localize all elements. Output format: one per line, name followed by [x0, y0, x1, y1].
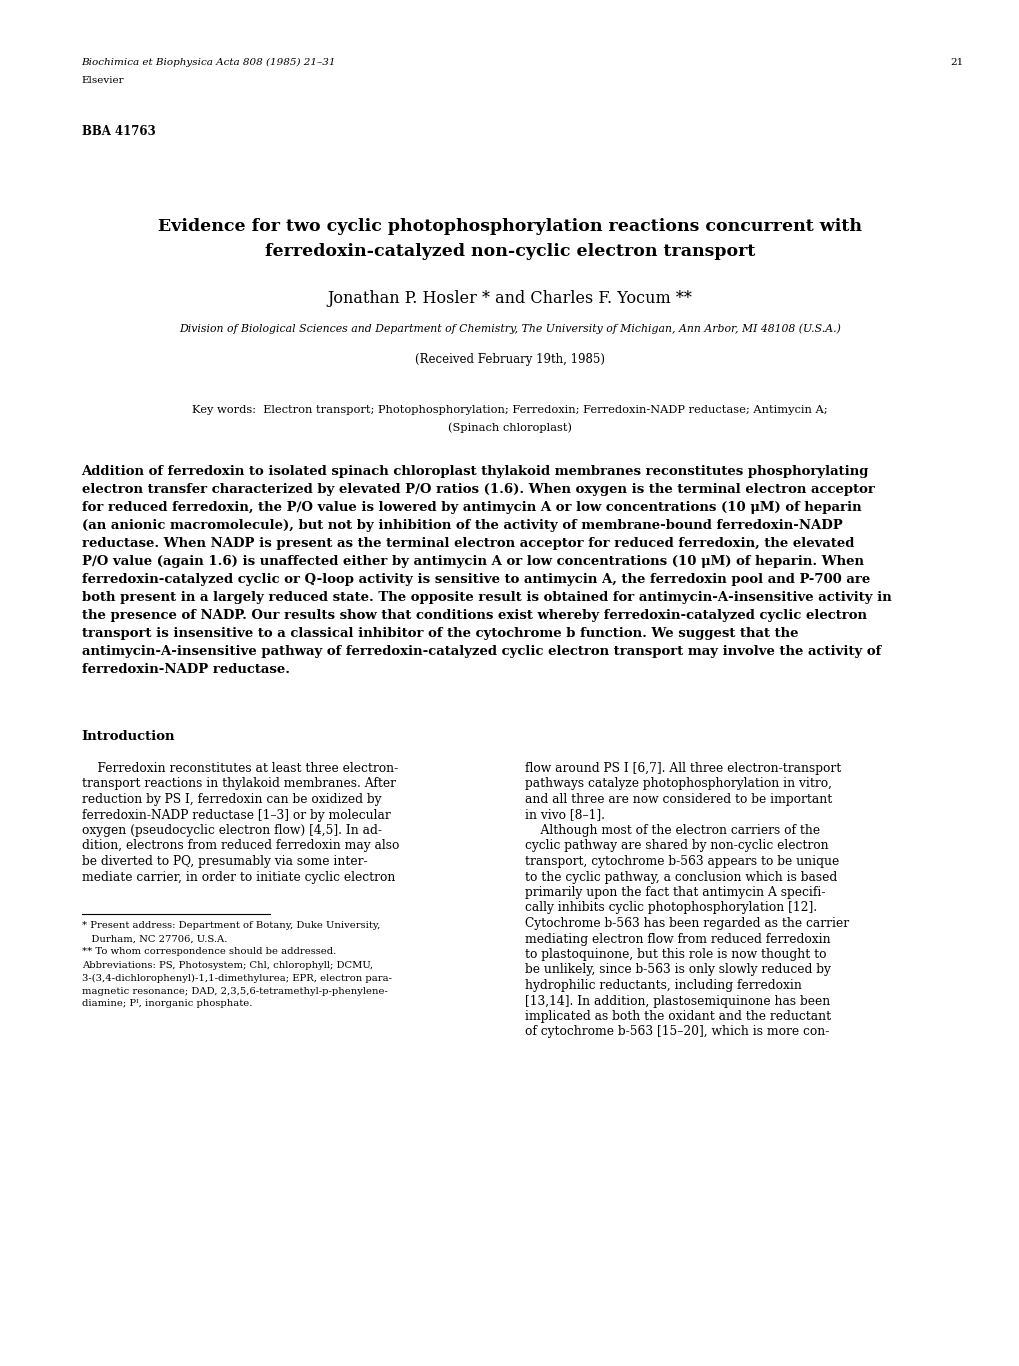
Text: the presence of NADP. Our results show that conditions exist whereby ferredoxin-: the presence of NADP. Our results show t… — [82, 609, 866, 622]
Text: ferredoxin-catalyzed non-cyclic electron transport: ferredoxin-catalyzed non-cyclic electron… — [265, 243, 754, 260]
Text: Jonathan P. Hosler * and Charles F. Yocum **: Jonathan P. Hosler * and Charles F. Yocu… — [327, 290, 692, 307]
Text: to plastoquinone, but this role is now thought to: to plastoquinone, but this role is now t… — [525, 948, 826, 962]
Text: electron transfer characterized by elevated P∕O ratios (1.6). When oxygen is the: electron transfer characterized by eleva… — [82, 484, 873, 496]
Text: 3-(3,4-dichlorophenyl)-1,1-dimethylurea; EPR, electron para-: 3-(3,4-dichlorophenyl)-1,1-dimethylurea;… — [82, 974, 391, 982]
Text: (Received February 19th, 1985): (Received February 19th, 1985) — [415, 352, 604, 366]
Text: diamine; Pᴵ, inorganic phosphate.: diamine; Pᴵ, inorganic phosphate. — [82, 1000, 252, 1008]
Text: be unlikely, since b-563 is only slowly reduced by: be unlikely, since b-563 is only slowly … — [525, 963, 830, 977]
Text: flow around PS I [6,7]. All three electron-transport: flow around PS I [6,7]. All three electr… — [525, 762, 841, 775]
Text: Evidence for two cyclic photophosphorylation reactions concurrent with: Evidence for two cyclic photophosphoryla… — [158, 219, 861, 235]
Text: Introduction: Introduction — [82, 729, 175, 743]
Text: in vivo [8–1].: in vivo [8–1]. — [525, 809, 604, 821]
Text: primarily upon the fact that antimycin A specifi-: primarily upon the fact that antimycin A… — [525, 887, 825, 899]
Text: transport reactions in thylakoid membranes. After: transport reactions in thylakoid membran… — [82, 777, 395, 791]
Text: BBA 41763: BBA 41763 — [82, 126, 155, 138]
Text: ** To whom correspondence should be addressed.: ** To whom correspondence should be addr… — [82, 948, 335, 956]
Text: magnetic resonance; DAD, 2,3,5,6-tetramethyl-p-phenylene-: magnetic resonance; DAD, 2,3,5,6-tetrame… — [82, 986, 387, 996]
Text: reductase. When NADP is present as the terminal electron acceptor for reduced fe: reductase. When NADP is present as the t… — [82, 537, 853, 550]
Text: transport is insensitive to a classical inhibitor of the cytochrome b function. : transport is insensitive to a classical … — [82, 627, 797, 641]
Text: [13,14]. In addition, plastosemiquinone has been: [13,14]. In addition, plastosemiquinone … — [525, 994, 829, 1008]
Text: and all three are now considered to be important: and all three are now considered to be i… — [525, 794, 832, 806]
Text: Abbreviations: PS, Photosystem; Chl, chlorophyll; DCMU,: Abbreviations: PS, Photosystem; Chl, chl… — [82, 960, 372, 970]
Text: (Spinach chloroplast): (Spinach chloroplast) — [447, 422, 572, 433]
Text: pathways catalyze photophosphorylation in vitro,: pathways catalyze photophosphorylation i… — [525, 777, 832, 791]
Text: Key words:  Electron transport; Photophosphorylation; Ferredoxin; Ferredoxin-NAD: Key words: Electron transport; Photophos… — [192, 404, 827, 415]
Text: both present in a largely reduced state. The opposite result is obtained for ant: both present in a largely reduced state.… — [82, 591, 891, 604]
Text: 21: 21 — [950, 57, 963, 67]
Text: Division of Biological Sciences and Department of Chemistry, The University of M: Division of Biological Sciences and Depa… — [179, 322, 840, 333]
Text: to the cyclic pathway, a conclusion which is based: to the cyclic pathway, a conclusion whic… — [525, 870, 837, 884]
Text: implicated as both the oxidant and the reductant: implicated as both the oxidant and the r… — [525, 1009, 830, 1023]
Text: hydrophilic reductants, including ferredoxin: hydrophilic reductants, including ferred… — [525, 979, 801, 992]
Text: mediating electron flow from reduced ferredoxin: mediating electron flow from reduced fer… — [525, 933, 830, 945]
Text: Ferredoxin reconstitutes at least three electron-: Ferredoxin reconstitutes at least three … — [82, 762, 397, 775]
Text: P∕O value (again 1.6) is unaffected either by antimycin A or low concentrations : P∕O value (again 1.6) is unaffected eith… — [82, 555, 863, 568]
Text: cyclic pathway are shared by non-cyclic electron: cyclic pathway are shared by non-cyclic … — [525, 840, 828, 852]
Text: Cytochrome b-563 has been regarded as the carrier: Cytochrome b-563 has been regarded as th… — [525, 917, 849, 930]
Text: cally inhibits cyclic photophosphorylation [12].: cally inhibits cyclic photophosphorylati… — [525, 902, 816, 914]
Text: (an anionic macromolecule), but not by inhibition of the activity of membrane-bo: (an anionic macromolecule), but not by i… — [82, 519, 842, 531]
Text: antimycin-A-insensitive pathway of ferredoxin-catalyzed cyclic electron transpor: antimycin-A-insensitive pathway of ferre… — [82, 645, 880, 658]
Text: dition, electrons from reduced ferredoxin may also: dition, electrons from reduced ferredoxi… — [82, 840, 398, 852]
Text: mediate carrier, in order to initiate cyclic electron: mediate carrier, in order to initiate cy… — [82, 870, 394, 884]
Text: Although most of the electron carriers of the: Although most of the electron carriers o… — [525, 824, 819, 837]
Text: * Present address: Department of Botany, Duke University,: * Present address: Department of Botany,… — [82, 922, 380, 930]
Text: ferredoxin-NADP reductase.: ferredoxin-NADP reductase. — [82, 663, 289, 676]
Text: ferredoxin-catalyzed cyclic or Q-loop activity is sensitive to antimycin A, the : ferredoxin-catalyzed cyclic or Q-loop ac… — [82, 572, 869, 586]
Text: ferredoxin-NADP reductase [1–3] or by molecular: ferredoxin-NADP reductase [1–3] or by mo… — [82, 809, 390, 821]
Text: for reduced ferredoxin, the P∕O value is lowered by antimycin A or low concentra: for reduced ferredoxin, the P∕O value is… — [82, 501, 860, 514]
Text: oxygen (pseudocyclic electron flow) [4,5]. In ad-: oxygen (pseudocyclic electron flow) [4,5… — [82, 824, 381, 837]
Text: transport, cytochrome b-563 appears to be unique: transport, cytochrome b-563 appears to b… — [525, 855, 839, 867]
Text: be diverted to PQ, presumably via some inter-: be diverted to PQ, presumably via some i… — [82, 855, 367, 867]
Text: of cytochrome b-563 [15–20], which is more con-: of cytochrome b-563 [15–20], which is mo… — [525, 1026, 828, 1038]
Text: Biochimica et Biophysica Acta 808 (1985) 21–31: Biochimica et Biophysica Acta 808 (1985)… — [82, 57, 336, 67]
Text: reduction by PS I, ferredoxin can be oxidized by: reduction by PS I, ferredoxin can be oxi… — [82, 794, 381, 806]
Text: Addition of ferredoxin to isolated spinach chloroplast thylakoid membranes recon: Addition of ferredoxin to isolated spina… — [82, 464, 868, 478]
Text: Durham, NC 27706, U.S.A.: Durham, NC 27706, U.S.A. — [82, 934, 227, 944]
Text: Elsevier: Elsevier — [82, 76, 124, 85]
